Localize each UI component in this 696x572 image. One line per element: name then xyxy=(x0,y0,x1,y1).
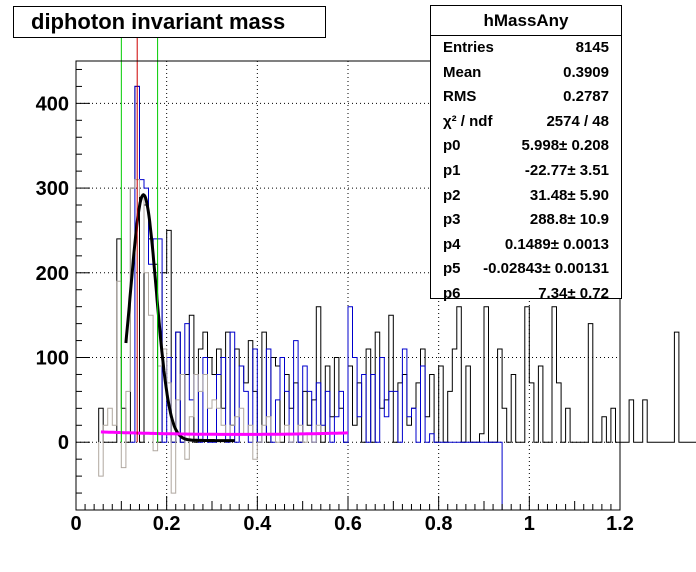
x-tick-label: 0.2 xyxy=(153,513,181,535)
stat-name: p6 xyxy=(443,284,461,302)
stats-title: hMassAny xyxy=(431,6,621,36)
x-tick-label: 1.2 xyxy=(606,513,634,535)
stat-name: p5 xyxy=(443,260,461,278)
stat-value: 288.8± 10.9 xyxy=(529,211,609,229)
x-tick-label: 0 xyxy=(70,513,81,535)
x-tick-label: 0.6 xyxy=(334,513,362,535)
y-tick-label: 200 xyxy=(36,263,69,285)
stat-name: χ² / ndf xyxy=(443,112,493,130)
stat-value: -0.02843± 0.00131 xyxy=(483,260,609,278)
stat-row-p6: p6 7.34± 0.72 xyxy=(431,282,621,307)
y-tick-label: 0 xyxy=(58,432,69,454)
stat-row-mean: Mean 0.3909 xyxy=(431,61,621,86)
stat-name: p3 xyxy=(443,211,461,229)
stat-row-entries: Entries 8145 xyxy=(431,36,621,61)
axes: 0 0.2 0.4 0.6 0.8 1 1.2 0 100 200 300 400 xyxy=(36,68,634,535)
fit-curve-0 xyxy=(124,193,235,443)
x-tick-label: 0.4 xyxy=(243,513,272,535)
stat-row-p3: p3 288.8± 10.9 xyxy=(431,208,621,233)
stat-name: RMS xyxy=(443,88,477,106)
stat-name: p0 xyxy=(443,137,461,155)
x-tick-label: 1 xyxy=(524,513,535,535)
stat-value: 7.34± 0.72 xyxy=(538,284,609,302)
y-tick-label: 300 xyxy=(36,178,69,200)
stat-value: 8145 xyxy=(575,39,609,56)
chart-title: diphoton invariant mass xyxy=(13,6,326,38)
histogram-series xyxy=(98,85,696,511)
stat-value: 5.998± 0.208 xyxy=(521,137,609,155)
stat-row-p2: p2 31.48± 5.90 xyxy=(431,184,621,209)
stat-value: -22.77± 3.51 xyxy=(524,161,609,179)
histogram-series-2 xyxy=(98,179,326,494)
stat-value: 0.1489± 0.0013 xyxy=(504,235,609,253)
stat-value: 0.2787 xyxy=(563,88,609,106)
stat-name: Entries xyxy=(443,39,494,56)
stat-row-p5: p5 -0.02843± 0.00131 xyxy=(431,257,621,282)
stat-name: p2 xyxy=(443,186,461,204)
stat-value: 0.3909 xyxy=(563,63,609,81)
fit-curves xyxy=(100,193,348,443)
stats-box: hMassAny Entries 8145 Mean 0.3909 RMS 0.278… xyxy=(430,5,622,302)
stat-row-rms: RMS 0.2787 xyxy=(431,85,621,110)
stat-name: p1 xyxy=(443,161,461,179)
stat-name: p4 xyxy=(443,235,461,253)
fit-curve-1 xyxy=(100,430,348,436)
y-tick-label: 400 xyxy=(36,93,69,115)
marker-lines xyxy=(120,36,159,443)
stat-row-p1: p1 -22.77± 3.51 xyxy=(431,159,621,184)
stat-row-p4: p4 0.1489± 0.0013 xyxy=(431,233,621,258)
stat-value: 2574 / 48 xyxy=(546,112,609,130)
histogram-series-1 xyxy=(130,85,521,511)
stats-rows: Entries 8145 Mean 0.3909 RMS 0.2787 χ² / nd… xyxy=(431,36,621,307)
x-tick-label: 0.8 xyxy=(425,513,453,535)
stat-value: 31.48± 5.90 xyxy=(529,186,609,204)
stat-row-p0: p0 5.998± 0.208 xyxy=(431,134,621,159)
y-tick-label: 100 xyxy=(36,348,69,370)
stat-row-chi2: χ² / ndf 2574 / 48 xyxy=(431,110,621,135)
stat-name: Mean xyxy=(443,63,482,81)
